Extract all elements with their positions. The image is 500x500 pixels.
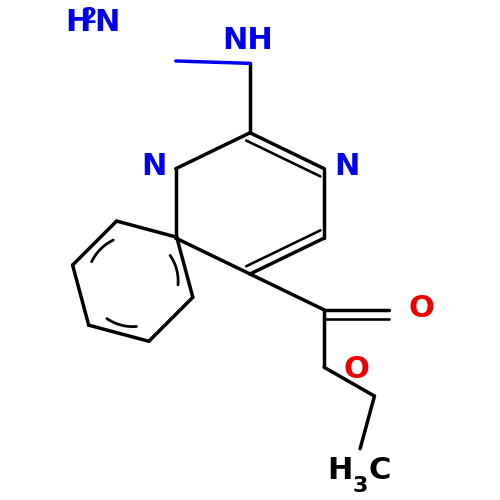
Text: N: N	[334, 152, 360, 181]
Text: H: H	[328, 456, 353, 485]
Text: O: O	[344, 355, 369, 384]
Text: 2: 2	[82, 8, 97, 28]
Text: H: H	[66, 8, 91, 37]
Text: 3: 3	[353, 476, 368, 496]
Text: N: N	[94, 8, 120, 37]
Text: N: N	[142, 152, 167, 181]
Text: NH: NH	[222, 26, 273, 55]
Text: O: O	[409, 294, 435, 324]
Text: C: C	[368, 456, 391, 485]
